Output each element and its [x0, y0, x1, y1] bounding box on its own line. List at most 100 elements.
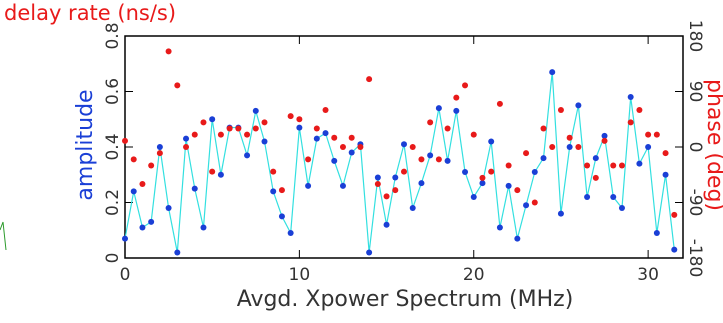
amplitude-point	[488, 138, 495, 145]
y2-tick-label: 90	[685, 81, 705, 103]
phase-point	[244, 131, 251, 138]
amplitude-point	[305, 182, 312, 189]
phase-point	[339, 144, 346, 150]
phase-point	[296, 116, 303, 123]
amplitude-point	[278, 213, 285, 220]
phase-point	[409, 144, 416, 150]
phase-point	[383, 193, 390, 200]
phase-point	[392, 187, 399, 194]
amplitude-point	[322, 130, 329, 137]
neighbor-panel-line	[0, 221, 7, 251]
amplitude-point	[575, 102, 582, 109]
phase-point	[653, 131, 660, 138]
phase-point	[252, 125, 259, 132]
phase-point	[130, 156, 137, 163]
phase-point	[209, 168, 216, 175]
phase-point	[226, 125, 233, 132]
phase-point	[514, 187, 521, 194]
amplitude-point	[653, 230, 660, 237]
amplitude-point	[200, 224, 207, 231]
amplitude-point	[270, 188, 277, 195]
phase-point	[278, 187, 285, 194]
amplitude-point	[383, 221, 390, 228]
amplitude-point	[453, 107, 460, 114]
amplitude-point	[331, 157, 338, 164]
amplitude-point	[130, 188, 137, 195]
phase-point	[592, 174, 599, 181]
phase-point	[191, 131, 198, 138]
amplitude-point	[165, 205, 172, 212]
phase-point	[671, 211, 678, 218]
x-tick-label: 30	[637, 265, 659, 285]
amplitude-point	[636, 160, 643, 167]
phase-point	[549, 144, 556, 150]
amplitude-point	[148, 218, 155, 225]
amplitude-point	[496, 224, 503, 231]
amplitude-point	[296, 124, 303, 131]
amplitude-point	[566, 144, 573, 150]
y2-tick-label: 0	[685, 142, 705, 153]
phase-point	[505, 162, 512, 169]
phase-point	[662, 150, 669, 157]
amplitude-point	[392, 174, 399, 181]
amplitude-point	[444, 157, 451, 164]
amplitude-point	[122, 235, 128, 242]
phase-point	[305, 156, 312, 163]
y-tick-label: 0	[103, 253, 123, 264]
amplitude-point	[156, 144, 163, 150]
amplitude-point	[618, 205, 625, 212]
series-line	[124, 72, 675, 253]
phase-point	[183, 144, 190, 150]
amplitude-point	[531, 168, 538, 175]
amplitude-point	[462, 168, 469, 175]
phase-point	[488, 168, 495, 175]
phase-point	[470, 131, 477, 138]
phase-point	[627, 119, 634, 126]
amplitude-point	[339, 182, 346, 189]
phase-point	[610, 162, 617, 169]
phase-point	[165, 48, 172, 55]
amplitude-point	[505, 182, 512, 189]
amplitude-point	[374, 174, 381, 181]
phase-point	[575, 144, 582, 150]
phase-point	[531, 199, 538, 206]
y-tick-label: 0.8	[103, 22, 123, 49]
phase-point	[496, 100, 503, 107]
amplitude-point	[584, 193, 591, 200]
y-tick-label: 0.6	[103, 78, 123, 105]
amplitude-point	[139, 224, 146, 231]
amplitude-point	[261, 138, 268, 145]
phase-point	[357, 144, 364, 150]
phase-point	[479, 174, 486, 181]
phase-point	[618, 162, 625, 169]
phase-point	[174, 82, 181, 89]
y2-tick-label: 180	[685, 20, 705, 52]
phase-point	[366, 76, 373, 83]
y-tick-label: 0.2	[103, 189, 123, 216]
phase-point	[435, 156, 442, 163]
phase-point	[401, 168, 407, 175]
y2-tick-label: -180	[685, 239, 705, 278]
phase-point	[601, 137, 608, 144]
phase-point	[261, 119, 268, 126]
amplitude-point	[671, 246, 678, 253]
amplitude-point	[348, 149, 355, 156]
amplitude-point	[244, 152, 251, 159]
y-axis-label: amplitude	[73, 89, 98, 200]
amplitude-point	[191, 185, 198, 192]
phase-point	[217, 131, 224, 138]
phase-point	[418, 156, 425, 163]
y2-axis-label: phase (deg)	[702, 79, 723, 211]
phase-point	[156, 150, 163, 157]
amplitude-point	[601, 132, 608, 139]
amplitude-point	[252, 107, 259, 114]
amplitude-point	[479, 180, 486, 187]
y-tick-label: 0.4	[103, 133, 123, 160]
amplitude-point	[217, 171, 224, 178]
amplitude-point	[209, 116, 216, 123]
amplitude-point	[627, 94, 634, 101]
phase-point	[322, 107, 329, 113]
amplitude-point	[557, 210, 564, 217]
amplitude-point	[174, 249, 181, 256]
